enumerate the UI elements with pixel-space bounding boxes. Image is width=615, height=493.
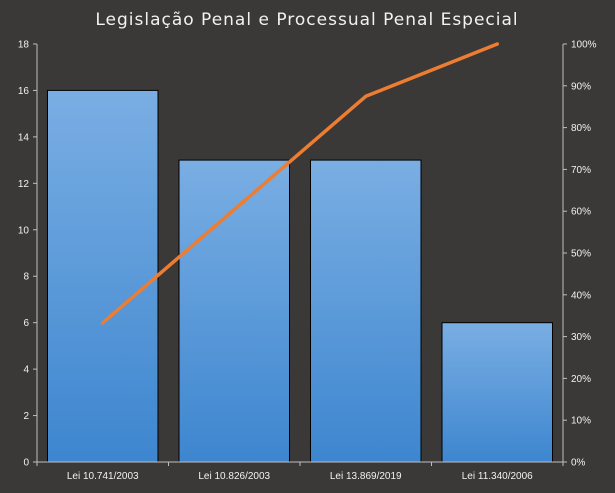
- x-category-label: Lei 11.340/2006: [462, 471, 533, 482]
- line-point-3: [495, 42, 499, 46]
- y-tick-label: 14: [18, 132, 30, 143]
- labels-layer: 0 2 4 6 8 10 12 14 16 18 0% 10% 20% 30% 40% 50% 60% 70% 80…: [18, 40, 597, 483]
- y-tick-label: 16: [18, 86, 30, 97]
- y2-tick-label: 60%: [571, 207, 591, 218]
- bar-0: [47, 89, 159, 463]
- y2-tick-label: 50%: [571, 249, 591, 260]
- bar-1: [178, 159, 290, 463]
- x-category-label: Lei 10.741/2003: [67, 471, 139, 482]
- chart-title: Legislação Penal e Processual Penal Espe…: [95, 10, 518, 30]
- x-category-label: Lei 10.826/2003: [198, 471, 270, 482]
- line-point-2: [364, 94, 368, 98]
- y-tick-label: 8: [23, 272, 29, 283]
- x-category-label: Lei 13.869/2019: [330, 471, 402, 482]
- y-tick-label: 12: [18, 179, 30, 190]
- cumulative-line-layer: [101, 42, 500, 325]
- y2-tick-label: 0%: [571, 458, 586, 469]
- line-point-1: [232, 208, 236, 211]
- y-tick-label: 4: [23, 365, 29, 376]
- axes-layer: [33, 43, 567, 466]
- bar-3: [441, 322, 553, 463]
- y-tick-label: 0: [23, 458, 29, 469]
- y2-tick-label: 80%: [571, 123, 591, 134]
- cumulative-percent-line: [101, 42, 500, 325]
- y2-tick-label: 20%: [571, 374, 591, 385]
- y2-tick-label: 10%: [571, 416, 591, 427]
- line-point-0: [101, 321, 105, 325]
- y2-tick-label: 90%: [571, 81, 591, 92]
- y-tick-label: 2: [23, 411, 29, 422]
- y2-tick-label: 100%: [571, 40, 597, 51]
- y-tick-label: 10: [18, 225, 30, 236]
- bars-layer: [47, 89, 553, 463]
- y-tick-label: 6: [23, 318, 29, 329]
- y-tick-label: 18: [18, 40, 30, 51]
- bar-2: [310, 159, 422, 463]
- y2-tick-label: 30%: [571, 332, 591, 343]
- y2-tick-label: 40%: [571, 290, 591, 301]
- y2-tick-label: 70%: [571, 165, 591, 176]
